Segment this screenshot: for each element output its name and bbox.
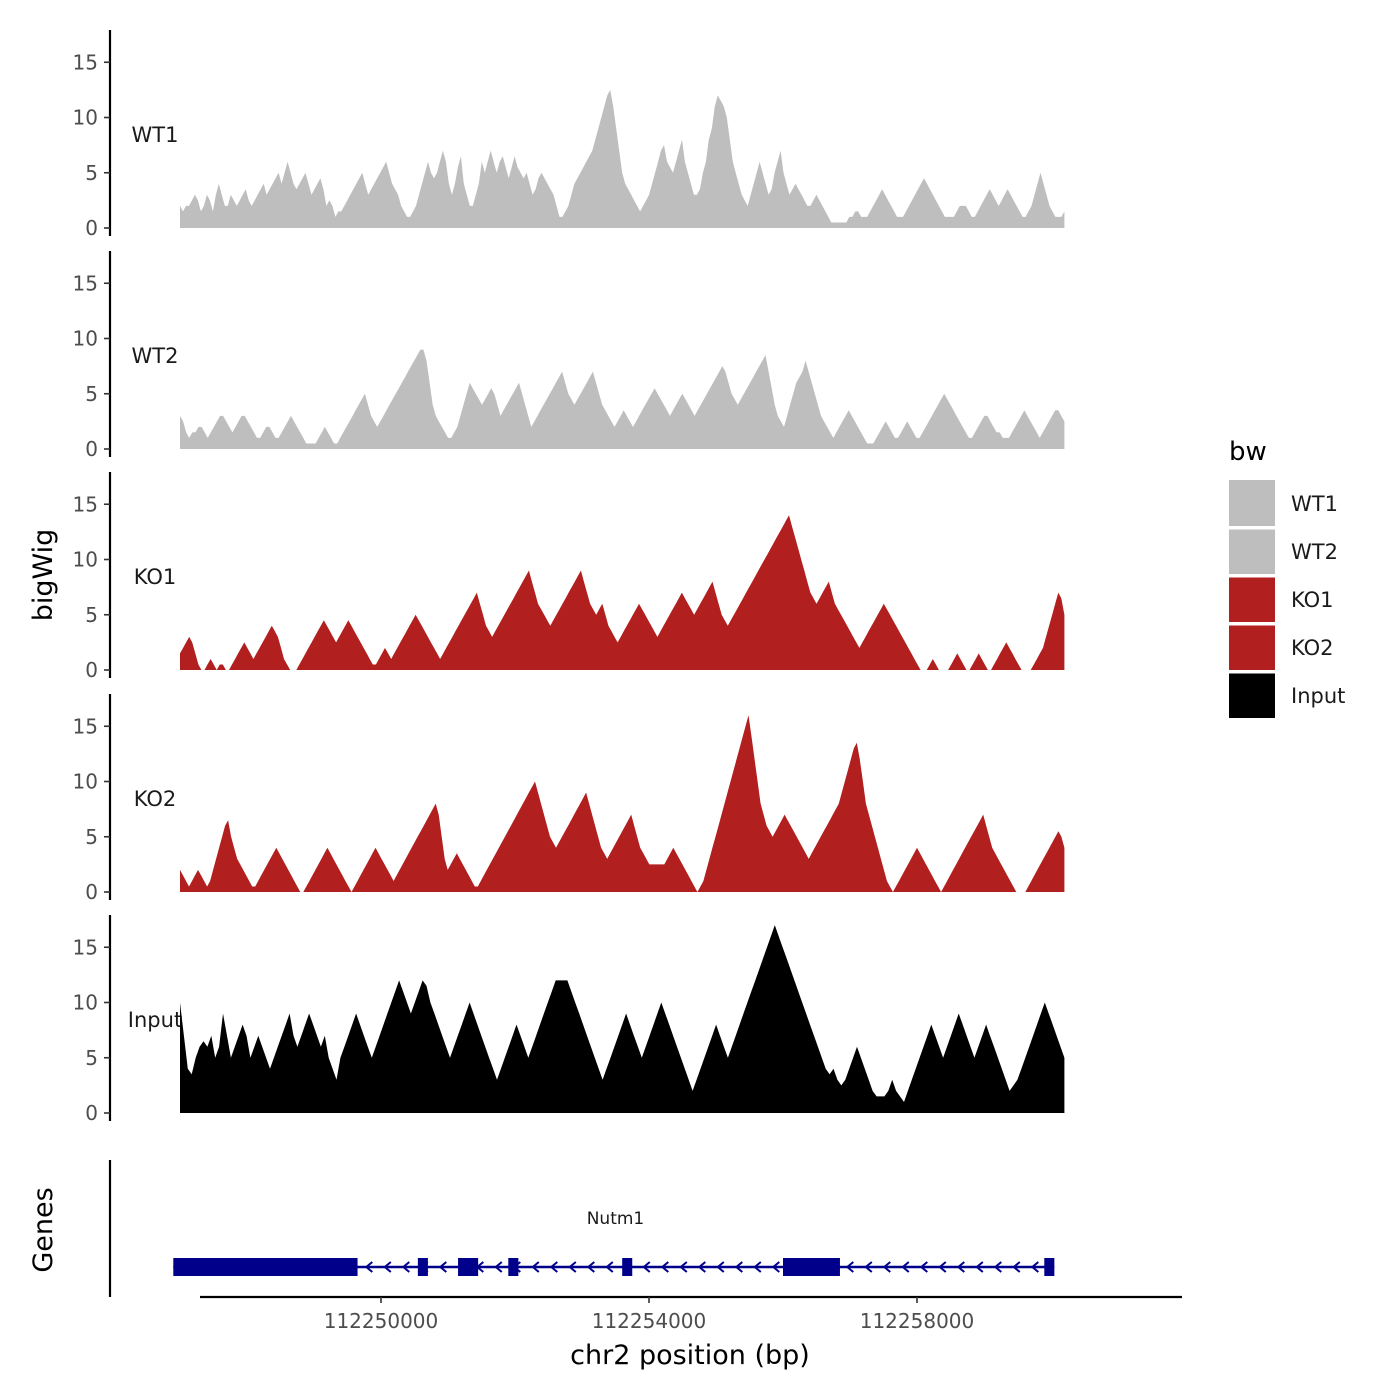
y-axis-title: bigWig: [28, 529, 59, 622]
track-label-wt1: WT1: [132, 123, 179, 147]
strand-arrow: [919, 1261, 928, 1273]
coverage-area-ko2: [180, 715, 1065, 892]
bigwig-tracks: 0 5 10 15 WT1 0 5 10 15 WT2 0 5 10 15 KO1 0 5 10 15 KO2 0 5 10…: [73, 30, 1065, 1125]
strand-arrow: [753, 1261, 762, 1273]
track-ko1: 0 5 10 15 KO1: [73, 472, 1065, 682]
gene-exon: [783, 1258, 840, 1276]
strand-arrow: [734, 1261, 743, 1273]
strand-arrow: [882, 1261, 891, 1273]
strand-arrow: [364, 1261, 373, 1273]
strand-arrow: [660, 1261, 669, 1273]
strand-arrow: [401, 1261, 410, 1273]
strand-arrow: [438, 1261, 447, 1273]
legend-key-ko2: [1229, 624, 1275, 670]
legend-label-ko2: KO2: [1291, 636, 1334, 660]
legend-label-ko1: KO1: [1291, 588, 1334, 612]
strand-arrow: [938, 1261, 947, 1273]
legend-separator: [1229, 670, 1275, 674]
legend-key-ko1: [1229, 576, 1275, 622]
strand-arrow: [771, 1261, 780, 1273]
y-tick-label: 5: [85, 1046, 98, 1070]
strand-arrow: [697, 1261, 706, 1273]
y-tick-label: 5: [85, 825, 98, 849]
y-tick-label: 5: [85, 603, 98, 627]
strand-arrow: [845, 1261, 854, 1273]
strand-arrow: [586, 1261, 595, 1273]
y-tick-label: 15: [73, 935, 98, 959]
legend-separator: [1229, 526, 1275, 530]
strand-arrow: [864, 1261, 873, 1273]
strand-arrow: [679, 1261, 688, 1273]
x-tick-label: 112250000: [324, 1309, 439, 1333]
x-axis: 112250000 112254000 112258000: [200, 1295, 1182, 1333]
legend-title: bw: [1229, 437, 1267, 467]
strand-arrow: [716, 1261, 725, 1273]
gene-name-label: Nutm1: [587, 1209, 645, 1229]
legend-key-input: [1229, 672, 1275, 718]
y-tick-label: 15: [73, 714, 98, 738]
legend-separator: [1229, 622, 1275, 626]
track-wt2: 0 5 10 15 WT2: [73, 251, 1065, 461]
track-wt1: 0 5 10 15 WT1: [73, 30, 1065, 240]
legend-key-wt2: [1229, 528, 1275, 574]
legend-separator: [1229, 574, 1275, 578]
gene-track-panel: Nutm1: [108, 1160, 1055, 1297]
y-tick-label: 10: [73, 106, 98, 130]
gene-exon: [622, 1258, 633, 1276]
y-tick-label: 0: [85, 216, 98, 240]
gene-exon: [458, 1258, 479, 1276]
strand-arrow: [383, 1261, 392, 1273]
x-axis-title: chr2 position (bp): [570, 1340, 810, 1371]
track-label-ko1: KO1: [134, 565, 177, 589]
y-tick-label: 5: [85, 161, 98, 185]
strand-arrow: [642, 1261, 651, 1273]
y-tick-label: 10: [73, 327, 98, 351]
track-ko2: 0 5 10 15 KO2: [73, 694, 1065, 904]
strand-arrow: [956, 1261, 965, 1273]
strand-arrow: [605, 1261, 614, 1273]
strand-arrow: [531, 1261, 540, 1273]
track-input: 0 5 10 15 Input: [73, 915, 1065, 1125]
strand-arrow: [1030, 1261, 1039, 1273]
y-tick-label: 0: [85, 658, 98, 682]
legend-label-input: Input: [1291, 684, 1345, 708]
x-tick-label: 112254000: [592, 1309, 707, 1333]
legend-label-wt2: WT2: [1291, 540, 1338, 564]
gene-exon: [508, 1258, 519, 1276]
strand-arrow: [975, 1261, 984, 1273]
y-tick-label: 10: [73, 770, 98, 794]
x-tick-label: 112258000: [860, 1309, 975, 1333]
track-label-wt2: WT2: [132, 344, 179, 368]
strand-arrow: [549, 1261, 558, 1273]
strand-arrow: [568, 1261, 577, 1273]
y-tick-label: 15: [73, 492, 98, 516]
gene-exon: [1044, 1258, 1055, 1276]
strand-arrow: [901, 1261, 910, 1273]
strand-arrow: [1012, 1261, 1021, 1273]
coverage-area-wt2: [180, 349, 1065, 449]
coverage-area-input: [180, 925, 1065, 1113]
y-tick-label: 0: [85, 1101, 98, 1125]
y-tick-label: 10: [73, 991, 98, 1015]
strand-arrow: [494, 1261, 503, 1273]
gene-exon: [417, 1258, 428, 1276]
y-tick-label: 5: [85, 382, 98, 406]
y-tick-label: 15: [73, 271, 98, 295]
genes-axis-title: Genes: [28, 1187, 59, 1272]
y-tick-label: 0: [85, 437, 98, 461]
gene-exon: [173, 1258, 358, 1276]
coverage-area-ko1: [180, 515, 1065, 670]
y-tick-label: 10: [73, 548, 98, 572]
legend-key-wt1: [1229, 480, 1275, 526]
strand-arrow: [993, 1261, 1002, 1273]
y-tick-label: 15: [73, 50, 98, 74]
track-label-input: Input: [128, 1008, 182, 1032]
y-tick-label: 0: [85, 880, 98, 904]
track-label-ko2: KO2: [134, 787, 177, 811]
coverage-area-wt1: [180, 89, 1065, 229]
legend-label-wt1: WT1: [1291, 492, 1338, 516]
legend: bw WT1 WT2 KO1 KO2 Input: [1229, 437, 1345, 718]
